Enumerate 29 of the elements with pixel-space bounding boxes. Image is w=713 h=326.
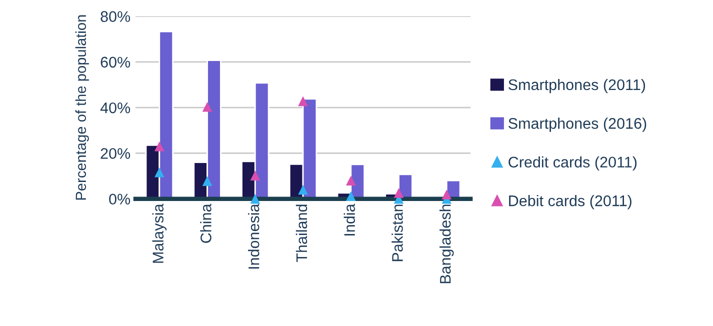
point: [298, 96, 308, 106]
point: [394, 188, 404, 198]
y-tick-label: 40%: [100, 102, 130, 114]
x-tick-label: China: [200, 204, 212, 243]
point: [202, 176, 212, 186]
x-tick-label: Bangladesh: [440, 204, 454, 284]
point: [442, 190, 452, 200]
x-tick-label: Malaysia: [152, 204, 167, 263]
y-tick-label: 0%: [109, 194, 130, 205]
point: [154, 141, 164, 152]
y-tick-label: 60%: [100, 56, 130, 68]
point: [346, 176, 356, 186]
x-tick-label: India: [344, 204, 355, 236]
point: [298, 184, 308, 195]
x-tick-label: Indonesia: [248, 204, 260, 269]
point: [346, 191, 356, 202]
point: [250, 194, 260, 204]
y-tick-label: 20%: [100, 148, 130, 159]
legend-label: Smartphones (2011): [508, 78, 646, 94]
point: [250, 170, 260, 180]
point: [202, 102, 212, 112]
legend-label: Debit cards (2011): [509, 195, 632, 210]
y-tick-label: 80%: [100, 11, 130, 22]
legend-label: Credit cards (2011): [508, 156, 637, 171]
x-tick-label: Pakistan: [392, 204, 403, 262]
point: [154, 167, 164, 178]
legend-label: Smartphones (2016): [508, 118, 646, 132]
x-tick-label: Thailand: [296, 204, 308, 262]
y-axis-title: Percentage of the population: [75, 15, 89, 200]
